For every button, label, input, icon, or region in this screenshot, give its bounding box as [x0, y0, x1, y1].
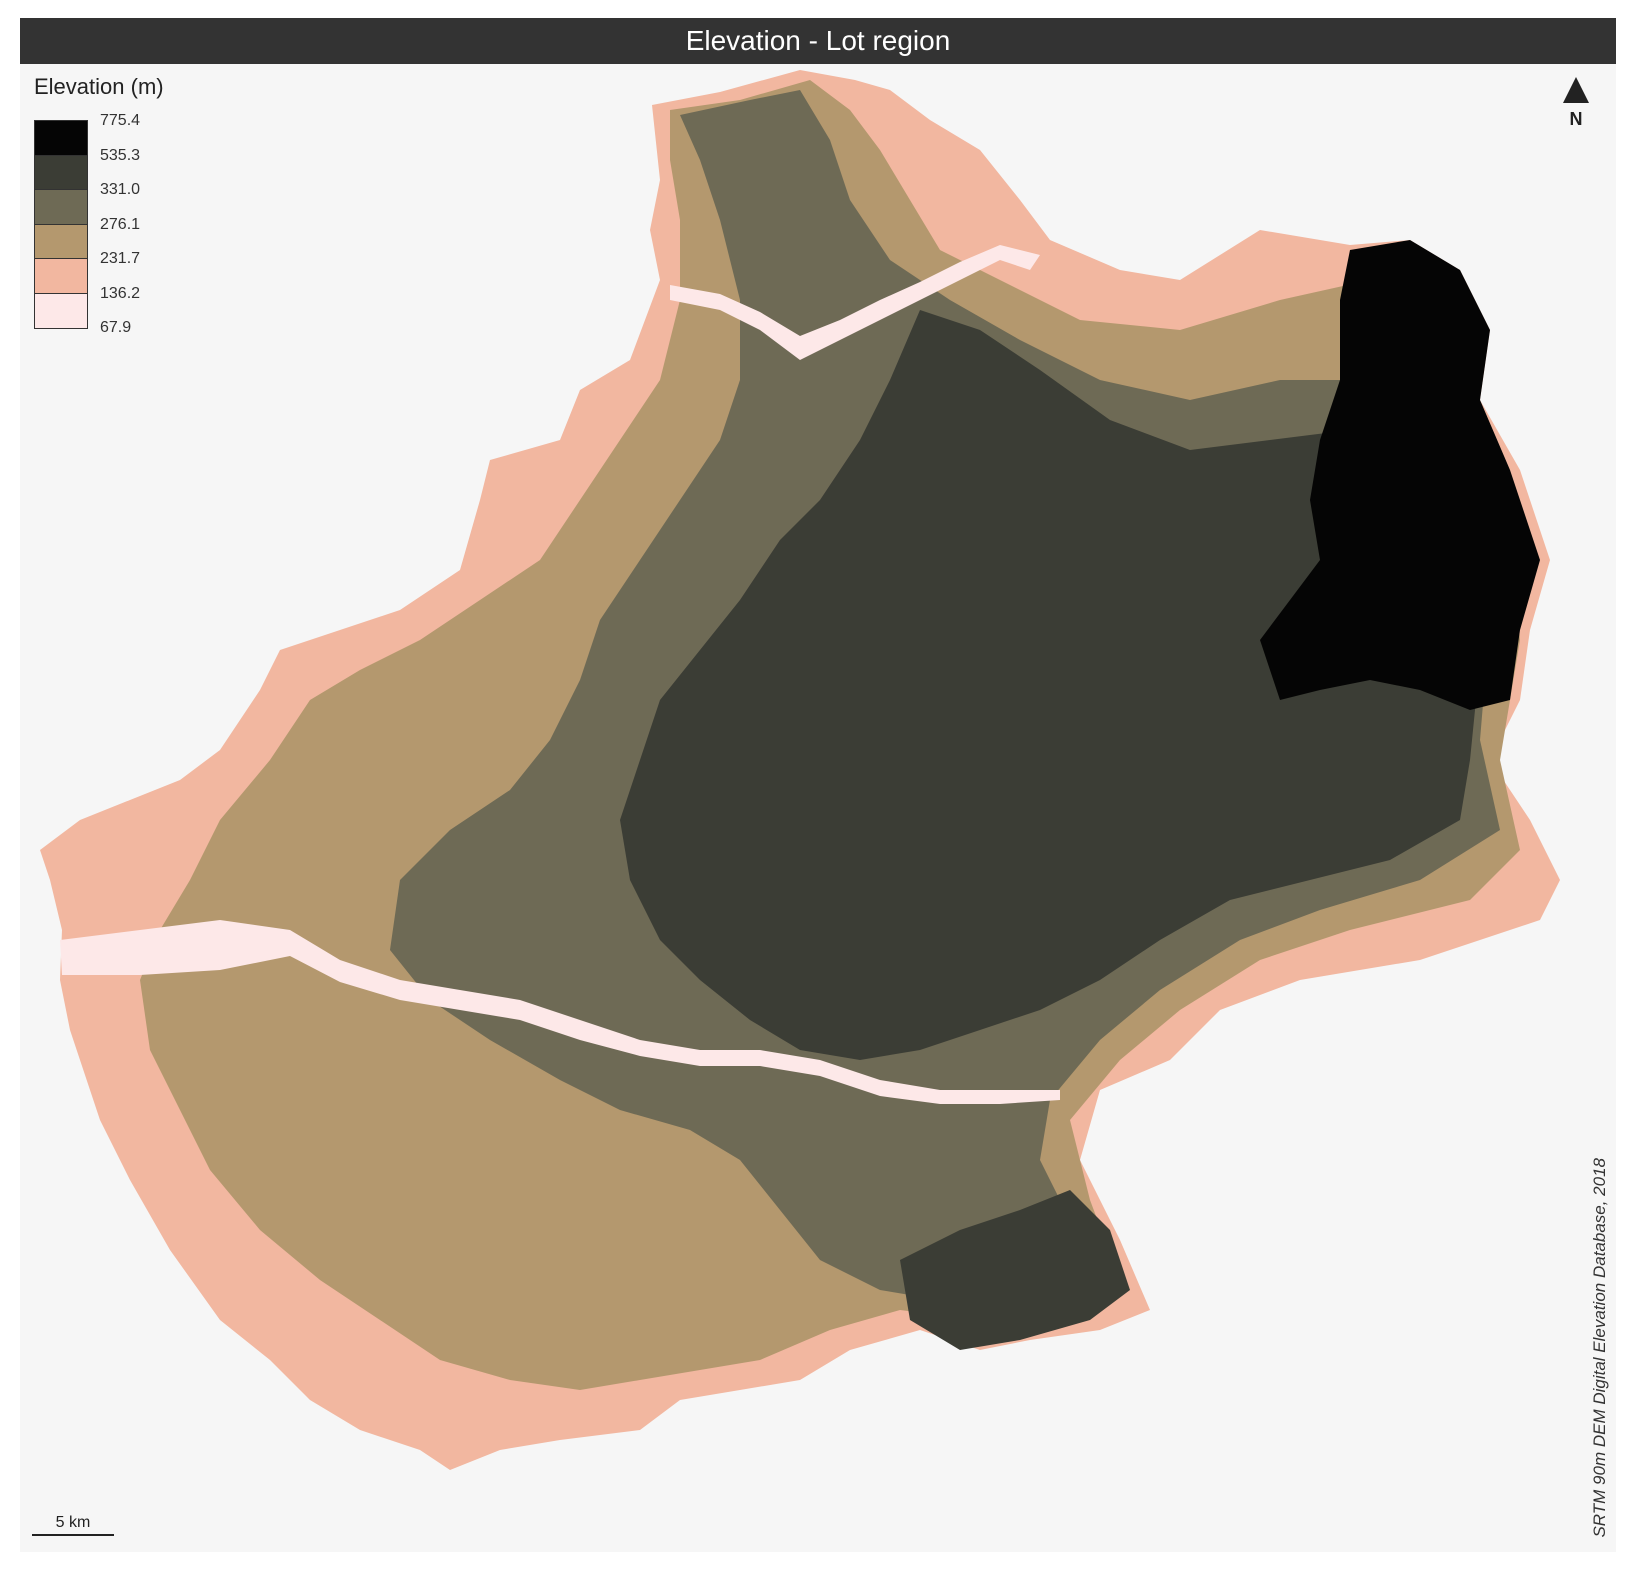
legend-swatch — [34, 223, 88, 260]
legend-swatch — [34, 292, 88, 329]
band-535-south — [900, 1190, 1130, 1350]
north-arrow-icon — [1563, 77, 1589, 103]
legend-swatch — [34, 154, 88, 191]
scale-label: 5 km — [55, 1514, 91, 1531]
legend-swatch — [34, 258, 88, 294]
band-775 — [1260, 240, 1540, 710]
legend-title: Elevation (m) — [34, 74, 164, 99]
legend: Elevation (m) 775.4 535.3 331.0 276.1 231.7 1… — [34, 74, 194, 352]
north-label: N — [1569, 109, 1583, 129]
legend-break-label: 775.4 — [100, 112, 141, 129]
band-535 — [620, 310, 1480, 1060]
scale-bar: 5 km — [32, 1514, 114, 1536]
river-lot — [60, 920, 1060, 1104]
legend-break-label: 331.0 — [100, 181, 141, 198]
legend-break-label: 535.3 — [100, 146, 141, 164]
map-title: Elevation - Lot region — [20, 18, 1616, 64]
map-frame: Elevation - Lot region Elevation (m) 775… — [20, 18, 1616, 1552]
legend-swatch — [34, 189, 88, 225]
legend-break-label: 276.1 — [100, 215, 141, 233]
legend-break-label: 231.7 — [100, 250, 141, 267]
data-source-credit: SRTM 90m DEM Digital Elevation Database,… — [1590, 1158, 1609, 1538]
legend-break-label: 67.9 — [100, 319, 132, 336]
scale-line — [32, 1534, 114, 1536]
river-dordogne — [670, 245, 1040, 360]
elevation-map[interactable] — [20, 64, 1616, 1552]
north-arrow: N — [1560, 76, 1592, 130]
legend-break-label: 136.2 — [100, 284, 141, 302]
legend-swatch — [34, 120, 88, 156]
legend-body: 775.4 535.3 331.0 276.1 231.7 136.2 67.9 — [34, 112, 194, 352]
